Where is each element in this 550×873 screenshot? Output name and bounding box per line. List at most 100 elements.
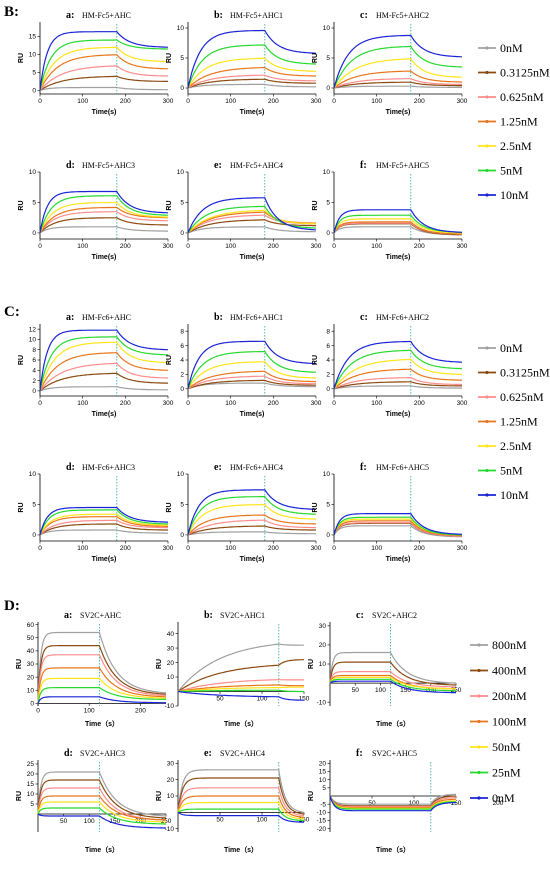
subplot-tag: d: <box>64 748 73 759</box>
x-axis-label: Time(s) <box>92 411 117 418</box>
series-line-1 <box>39 372 168 392</box>
y-tick-label: 0 <box>180 230 184 237</box>
x-tick-label: 300 <box>311 400 322 407</box>
x-tick-label: 100 <box>77 243 88 250</box>
subplot-tag: f: <box>356 748 363 759</box>
x-tick-label: 200 <box>414 545 425 552</box>
series-line-2 <box>187 519 316 536</box>
x-axis-label: Time(s) <box>386 254 411 261</box>
y-tick-label: 0 <box>32 230 36 237</box>
y-tick-label: 5 <box>326 502 330 509</box>
legend-label: 0nM <box>492 791 515 805</box>
legend-marker <box>477 770 481 775</box>
series-line-6 <box>187 197 317 234</box>
series-line-2 <box>39 519 168 536</box>
x-tick-label: 200 <box>414 243 425 250</box>
subplot-title: HM-Fc6+AHC1 <box>230 313 283 322</box>
y-tick-label: 25 <box>27 761 35 768</box>
x-tick-label: 200 <box>120 400 131 407</box>
legend-entry: 1.25nM <box>478 415 538 429</box>
x-tick-label: 0 <box>36 707 40 714</box>
x-tick-label: 100 <box>84 707 95 714</box>
x-axis-label: Time(s) <box>240 411 265 418</box>
y-tick-label: 2 <box>32 378 36 385</box>
series-line-2 <box>177 679 304 693</box>
x-axis-label: Time（s） <box>85 846 119 854</box>
legend-label: 0nM <box>500 41 523 55</box>
legend-entry: 100nM <box>470 715 527 729</box>
subplot-tag: f: <box>360 462 367 473</box>
x-tick-label: 0 <box>186 400 190 407</box>
series-line-6 <box>329 795 457 812</box>
x-tick-label: 300 <box>163 545 174 552</box>
legend-marker <box>477 668 481 673</box>
y-axis-label: RU <box>156 659 163 669</box>
series-line-5 <box>187 44 316 89</box>
y-tick-label: 10 <box>167 674 175 681</box>
subplot-title: SV2C+AHC3 <box>80 749 125 758</box>
subplot-tag: a: <box>66 10 74 21</box>
series-line-3 <box>37 795 166 821</box>
subplot-title: HM-Fc5+AHC4 <box>230 161 283 170</box>
y-tick-label: 30 <box>319 623 327 630</box>
series-line-0 <box>187 382 316 390</box>
subplot-title: HM-Fc5+AHC1 <box>230 11 283 20</box>
series-line-5 <box>329 678 456 692</box>
y-tick-label: 5 <box>180 200 184 207</box>
x-tick-label: 200 <box>135 818 146 825</box>
series-line-4 <box>187 504 316 536</box>
y-tick-label: 0 <box>30 701 34 708</box>
series-line-2 <box>187 74 316 89</box>
legend-entry: 0.3125nM <box>478 66 550 80</box>
subplot-title: SV2C+AHC2 <box>372 611 417 620</box>
subplot-tag: a: <box>66 312 74 323</box>
series-line-4 <box>333 358 462 390</box>
y-tick-label: 10 <box>27 687 35 694</box>
x-tick-label: 100 <box>371 400 382 407</box>
x-tick-label: 150 <box>299 816 310 823</box>
x-tick-label: 250 <box>161 818 172 825</box>
subplot-D-c: c: SV2C+AHC2 -10 10 20 30 50 100 150 200 250 RU Time… <box>308 610 462 728</box>
series-line-1 <box>39 75 168 91</box>
y-tick-label: 5 <box>180 502 184 509</box>
x-tick-label: 50 <box>216 816 224 823</box>
x-tick-label: 200 <box>425 687 436 694</box>
x-axis-label: Time(s) <box>240 254 265 261</box>
y-tick-label: 5 <box>32 70 36 77</box>
y-tick-label: 10 <box>29 52 37 59</box>
series-line-5 <box>333 45 462 89</box>
series-line-6 <box>39 329 168 391</box>
subplot-title: HM-Fc6+AHC4 <box>230 463 283 472</box>
y-axis-label: RU <box>18 53 25 63</box>
legend-marker <box>477 796 481 800</box>
y-tick-label: -10 <box>165 826 175 833</box>
section-letter: B: <box>4 4 19 20</box>
series-line-3 <box>187 66 316 89</box>
legend-entry: 200nM <box>470 689 527 703</box>
y-tick-label: 4 <box>326 357 330 364</box>
series-line-3 <box>39 352 168 392</box>
y-axis-label: RU <box>312 53 319 63</box>
x-tick-label: 100 <box>225 400 236 407</box>
legend-marker <box>485 168 489 173</box>
series-line-3 <box>187 370 316 390</box>
series-line-4 <box>333 58 462 89</box>
subplot-tag: c: <box>360 312 368 323</box>
subplot-title: HM-Fc6+AHC5 <box>376 463 429 472</box>
series-line-4 <box>329 676 456 690</box>
y-tick-label: 0 <box>32 388 36 395</box>
x-tick-label: 200 <box>135 707 146 714</box>
y-tick-label: 20 <box>319 760 327 767</box>
subplot-title: HM-Fc6+AHC <box>82 313 131 322</box>
x-tick-label: 200 <box>268 98 279 105</box>
series-line-3 <box>37 667 166 704</box>
series-line-3 <box>333 221 462 235</box>
series-line-3 <box>177 684 304 693</box>
legend-entry: 25nM <box>470 766 521 780</box>
series-line-3 <box>333 70 462 89</box>
subplot-D-d: d: SV2C+AHC3 5 10 15 20 25 50 100 150 200 250 RU Time… <box>16 748 172 854</box>
legend-entry: 5nM <box>478 164 523 178</box>
subplot-tag: a: <box>64 610 72 621</box>
